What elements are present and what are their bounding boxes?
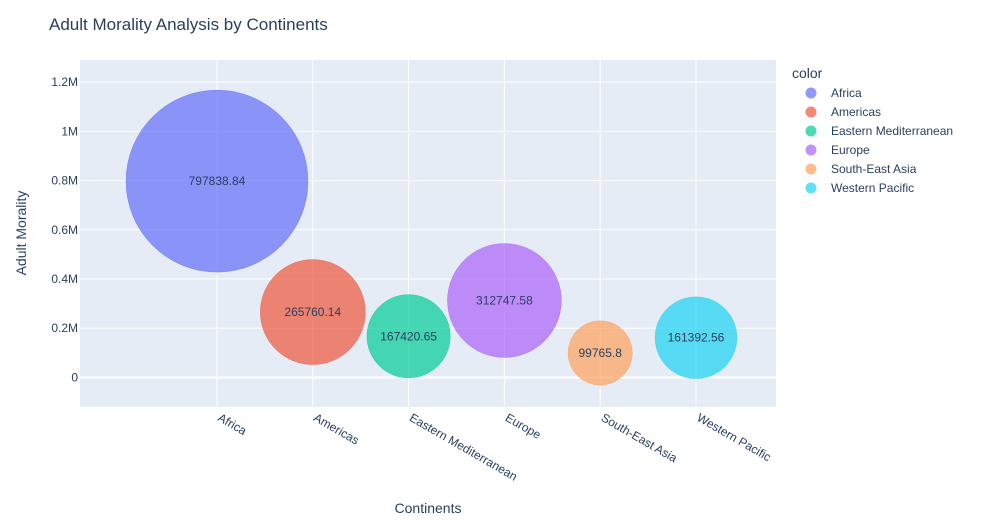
x-axis-title: Continents: [395, 500, 462, 516]
legend-label[interactable]: Americas: [831, 105, 881, 119]
legend-label[interactable]: Western Pacific: [831, 181, 914, 195]
bubble-western-pacific[interactable]: [654, 296, 738, 379]
bubble-value-label: 161392.56: [668, 331, 725, 345]
y-tick-label: 1M: [61, 124, 78, 138]
legend: color Africa Americas Eastern Mediterranea…: [792, 65, 953, 195]
bubble-europe[interactable]: [447, 243, 562, 358]
x-tick-label: South-East Asia: [599, 410, 680, 465]
y-tick-labels: 0 0.2M 0.4M 0.6M 0.8M 1M 1.2M: [51, 75, 78, 384]
legend-label[interactable]: South-East Asia: [831, 162, 917, 176]
legend-marker: [805, 144, 817, 156]
bubble-value-label: 797838.84: [189, 174, 246, 188]
bubble-value-label: 167420.65: [380, 329, 437, 343]
legend-marker: [805, 106, 817, 118]
y-axis-title: Adult Morality: [13, 191, 29, 276]
legend-marker: [805, 87, 817, 99]
y-tick-label: 1.2M: [51, 75, 78, 89]
legend-items: Africa Americas Eastern Mediterranean Europ…: [805, 86, 953, 195]
bubble-value-label: 265760.14: [284, 305, 341, 319]
x-tick-label: Europe: [503, 410, 544, 442]
bubble-value-label: 312747.58: [476, 294, 533, 308]
bubble-value-label: 99765.8: [579, 346, 623, 360]
legend-label[interactable]: Africa: [831, 86, 862, 100]
x-tick-label: Americas: [311, 410, 361, 447]
bubble-south-east-asia[interactable]: [567, 320, 633, 386]
legend-marker: [805, 182, 817, 194]
legend-marker: [805, 163, 817, 175]
y-tick-label: 0.8M: [51, 174, 78, 188]
legend-label[interactable]: Europe: [831, 143, 870, 157]
legend-label[interactable]: Eastern Mediterranean: [831, 124, 953, 138]
y-tick-label: 0: [71, 370, 78, 384]
y-tick-label: 0.6M: [51, 223, 78, 237]
bubble-eastern-mediterranean[interactable]: [366, 294, 451, 379]
y-tick-label: 0.2M: [51, 321, 78, 335]
x-tick-label: Africa: [216, 410, 250, 438]
bubble-labels: 797838.84 265760.14 167420.65 312747.58 9976…: [189, 174, 725, 360]
legend-marker: [805, 125, 817, 137]
y-tick-label: 0.4M: [51, 272, 78, 286]
x-tick-label: Western Pacific: [695, 410, 774, 464]
bubble-africa[interactable]: [125, 89, 309, 273]
chart-title: Adult Morality Analysis by Continents: [49, 15, 328, 34]
bubbles: [125, 89, 738, 386]
bubble-americas[interactable]: [260, 259, 366, 365]
x-tick-labels: Africa Americas Eastern MediterraneanEurop…: [216, 410, 774, 483]
legend-title: color: [792, 65, 823, 81]
